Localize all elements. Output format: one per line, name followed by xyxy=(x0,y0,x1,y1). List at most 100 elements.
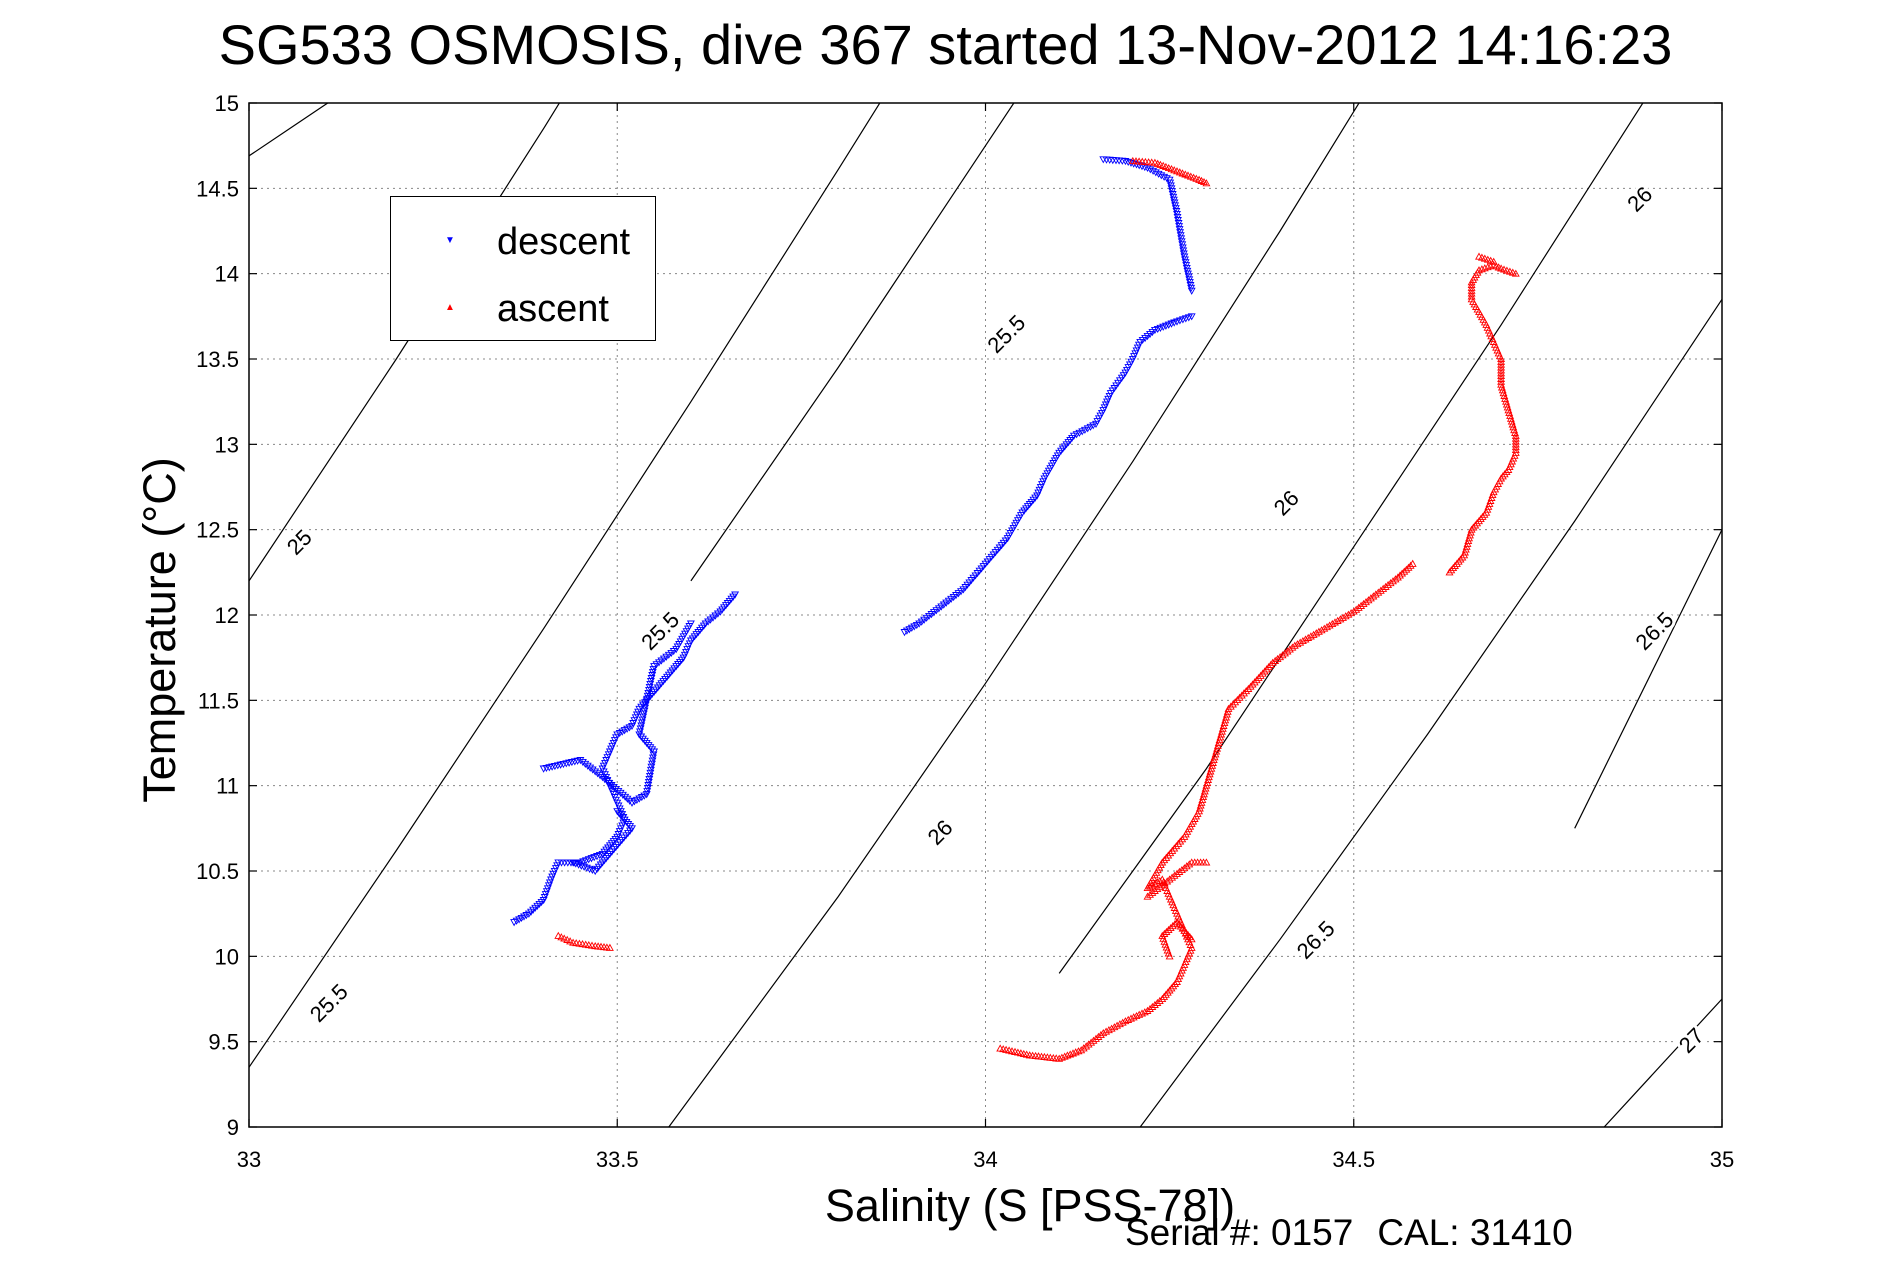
ascent-point xyxy=(1069,1049,1077,1057)
ascent-point xyxy=(1089,1036,1098,1044)
ascent-point xyxy=(1066,1050,1075,1058)
descent-point xyxy=(1174,220,1183,228)
descent-point xyxy=(544,882,553,890)
ascent-point xyxy=(1475,516,1483,525)
descent-point xyxy=(580,863,589,871)
ascent-point xyxy=(1163,877,1172,885)
ascent-point xyxy=(1096,1030,1105,1039)
descent-point xyxy=(593,770,602,778)
ascent-point xyxy=(1172,842,1181,850)
ascent-point xyxy=(1366,594,1375,602)
ascent-point xyxy=(1276,652,1285,661)
ascent-point xyxy=(1502,467,1511,476)
ascent-point xyxy=(1164,925,1173,934)
ascent-point xyxy=(1252,676,1261,684)
legend-label-ascent: ascent xyxy=(497,288,609,330)
y-axis-label: Temperature (°C) xyxy=(134,457,185,803)
isopycnal-label: 27 xyxy=(1674,1023,1709,1058)
ascent-point xyxy=(1386,578,1395,587)
ascent-point xyxy=(1451,561,1459,569)
ascent-point xyxy=(1364,596,1373,604)
ascent-point xyxy=(1362,597,1370,606)
ascent-point xyxy=(1094,1032,1103,1040)
ascent-point xyxy=(1158,881,1167,889)
ascent-point xyxy=(1138,1009,1146,1017)
x-tick-label: 33 xyxy=(237,1147,261,1172)
isopycnal-label: 26 xyxy=(923,815,958,850)
descent-point xyxy=(648,757,657,765)
descent-point xyxy=(616,789,625,798)
descent-point xyxy=(1184,270,1192,278)
descent-point xyxy=(639,713,648,721)
ascent-point xyxy=(1113,1021,1122,1029)
descent-point xyxy=(583,762,592,770)
ascent-point xyxy=(1099,1028,1108,1037)
descent-point xyxy=(1175,226,1184,234)
descent-point xyxy=(1169,193,1178,202)
ascent-point xyxy=(1260,667,1269,675)
legend-item-ascent: ▲ ascent xyxy=(391,287,655,337)
y-tick-label: 13 xyxy=(215,432,239,457)
ascent-point xyxy=(1500,470,1509,478)
descent-point xyxy=(591,768,600,776)
ascent-point xyxy=(1148,888,1157,896)
descent-point xyxy=(625,797,634,805)
descent-point xyxy=(645,686,653,695)
ascent-point xyxy=(1146,1004,1154,1012)
ascent-point xyxy=(1158,994,1167,1003)
ascent-point xyxy=(1162,853,1171,861)
y-tick-label: 10 xyxy=(215,944,239,969)
isopycnal-line xyxy=(1603,998,1722,1127)
ascent-point xyxy=(1082,1042,1091,1050)
ascent-point xyxy=(1185,860,1194,868)
descent-point xyxy=(1182,262,1191,270)
ascent-point xyxy=(1445,568,1454,576)
descent-point xyxy=(1168,191,1177,199)
ascent-point xyxy=(1231,698,1240,706)
footer: Serial #: 0157 CAL: 31410 xyxy=(1125,1212,1597,1254)
ascent-point xyxy=(1174,839,1183,847)
ascent-point xyxy=(1170,844,1179,852)
ascent-point xyxy=(1467,525,1476,533)
descent-point xyxy=(646,769,655,778)
y-tick-label: 12 xyxy=(215,603,239,628)
ascent-point xyxy=(560,934,569,942)
descent-point xyxy=(1185,279,1194,287)
ascent-point xyxy=(1391,575,1400,583)
descent-point xyxy=(635,731,644,739)
ascent-point xyxy=(1162,927,1171,935)
ascent-point xyxy=(1148,1002,1157,1010)
descent-point xyxy=(644,689,653,698)
descent-point xyxy=(644,782,653,790)
x-axis-label: Salinity (S [PSS-78]) xyxy=(824,1180,1236,1231)
ascent-point xyxy=(605,943,614,951)
ascent-point xyxy=(1379,584,1388,592)
ascent-point xyxy=(1202,858,1211,866)
ascent-point xyxy=(1168,921,1177,930)
ascent-point xyxy=(1115,1020,1124,1028)
descent-point xyxy=(574,861,583,869)
ascent-point xyxy=(1175,867,1184,875)
ascent-point xyxy=(1235,693,1244,701)
y-tick-label: 11 xyxy=(216,774,239,799)
ascent-point xyxy=(1057,1053,1066,1061)
ascent-point xyxy=(1092,1034,1100,1042)
ascent-point xyxy=(1135,1010,1144,1018)
descent-point xyxy=(1181,259,1190,267)
descent-point xyxy=(571,860,580,868)
descent-point xyxy=(1184,273,1193,281)
ascent-point xyxy=(1077,1046,1086,1054)
descent-point xyxy=(644,778,653,787)
descent-point xyxy=(1166,179,1175,187)
x-tick-label: 33.5 xyxy=(596,1147,639,1172)
ascent-point xyxy=(1404,563,1413,571)
descent-point xyxy=(582,864,591,872)
ascent-point xyxy=(1171,979,1180,988)
descent-point xyxy=(612,785,621,794)
ascent-point xyxy=(1384,580,1393,589)
ascent-point xyxy=(1150,1000,1159,1008)
ascent-point xyxy=(1161,990,1170,998)
ascent-point xyxy=(1381,582,1390,590)
ascent-point xyxy=(1473,519,1482,527)
